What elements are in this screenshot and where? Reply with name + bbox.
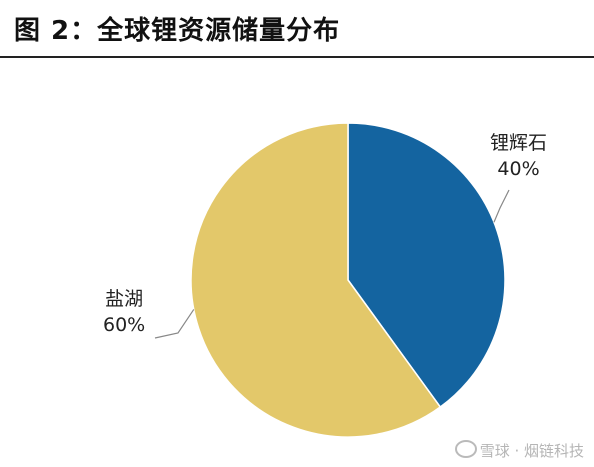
watermark-text: 雪球 · 烟链科技 (479, 442, 584, 460)
figure-title: 图 2：全球锂资源储量分布 (14, 16, 341, 46)
snowball-logo-icon (454, 440, 477, 458)
slice-label-name: 锂辉石 (490, 132, 548, 154)
slice-label-name: 盐湖 (105, 288, 144, 310)
pie-slice-salt-lake (190, 122, 442, 438)
pie-slice-spodumene (347, 122, 506, 409)
slice-label-salt-lake: 盐湖 60% (103, 286, 145, 338)
leader-line-spodumene (493, 189, 510, 223)
slice-label-percent: 60% (103, 314, 146, 336)
slice-label-spodumene: 锂辉石 40% (490, 130, 547, 182)
watermark: 雪球 · 烟链科技 (454, 440, 584, 461)
slice-label-percent: 40% (497, 158, 540, 180)
title-divider (0, 56, 594, 58)
leader-line-salt-lake (154, 309, 195, 339)
